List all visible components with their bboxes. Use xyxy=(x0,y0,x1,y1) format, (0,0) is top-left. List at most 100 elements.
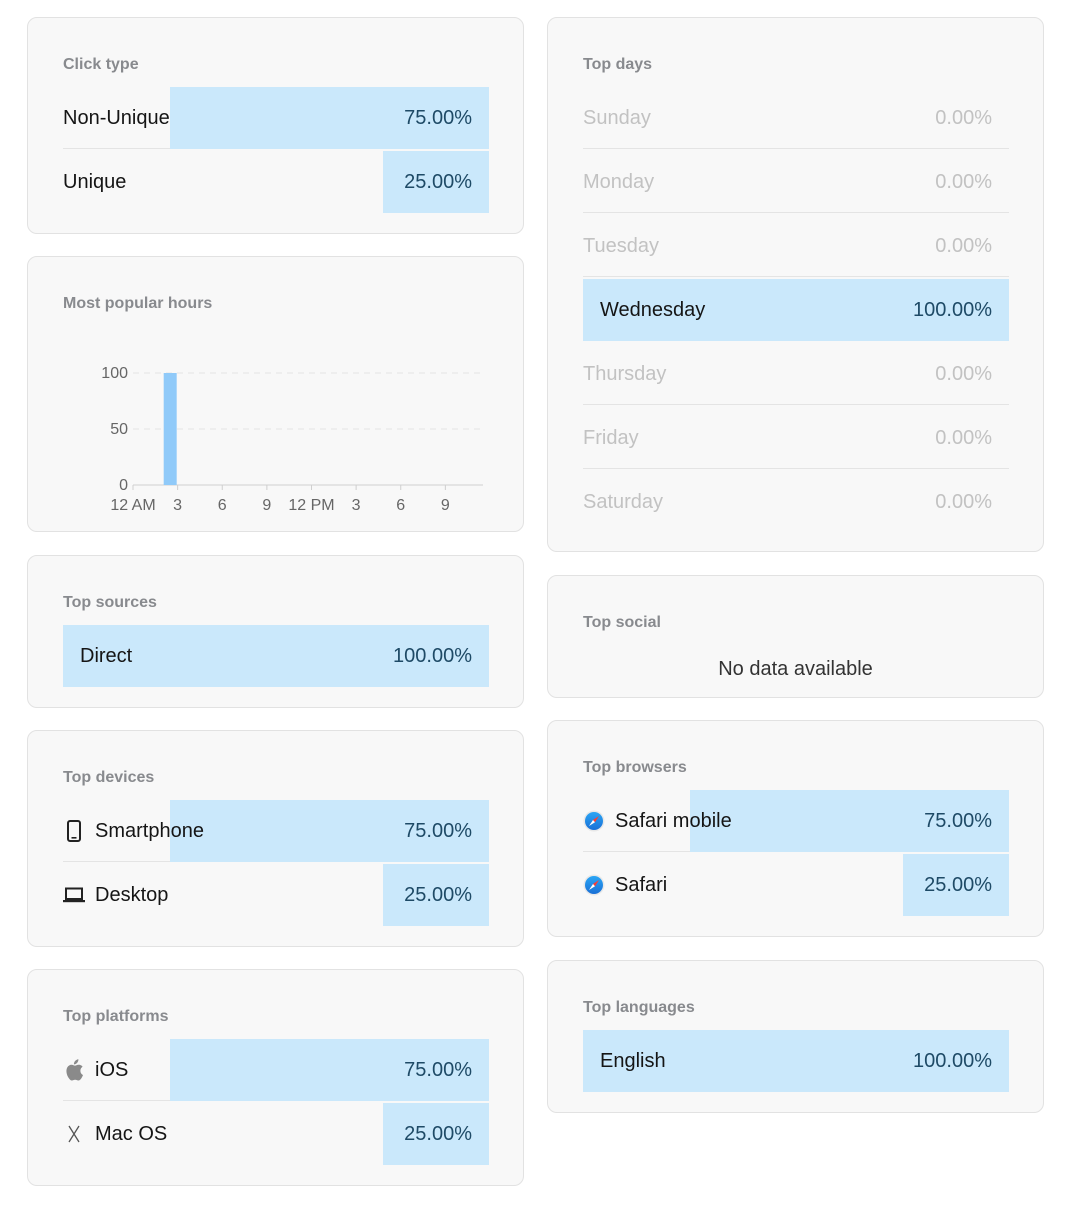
row-label-group: Direct xyxy=(80,625,132,687)
safari-icon xyxy=(583,810,605,832)
row-label: Sunday xyxy=(583,107,651,129)
row-tuesday[interactable]: Tuesday 0.00% xyxy=(583,215,1009,277)
row-label: Monday xyxy=(583,171,655,193)
row-percentage: 0.00% xyxy=(935,107,992,129)
percentage-bar xyxy=(169,87,489,149)
card-title: Most popular hours xyxy=(63,295,213,312)
card-title: Click type xyxy=(63,56,139,73)
card-title: Top social xyxy=(583,614,661,631)
row-percentage: 0.00% xyxy=(935,171,992,193)
card-title: Top devices xyxy=(63,769,155,786)
percentage-bar xyxy=(902,854,1009,916)
row-label-group: Unique xyxy=(63,151,126,213)
row-unique[interactable]: Unique 25.00% xyxy=(63,151,489,213)
x-tick-label: 3 xyxy=(352,497,361,514)
hour-bar xyxy=(163,373,177,485)
row-thursday[interactable]: Thursday 0.00% xyxy=(583,343,1009,405)
popular-hours-chart: 0 50 100 12 AM 3 6 9 12 PM 3 6 9 xyxy=(101,365,483,514)
row-percentage: 25.00% xyxy=(924,874,992,896)
row-label-group: iOS xyxy=(63,1039,128,1101)
row-label-group: Monday xyxy=(583,151,654,213)
row-label-group: Safari xyxy=(583,854,667,916)
row-label: Smartphone xyxy=(95,820,204,842)
top-social-card: Top social No data available xyxy=(547,575,1044,698)
row-percentage: 75.00% xyxy=(924,810,992,832)
row-desktop[interactable]: Desktop 25.00% xyxy=(63,864,489,926)
row-label-group: English xyxy=(600,1030,666,1092)
row-label: Unique xyxy=(63,171,127,193)
row-wednesday[interactable]: Wednesday 100.00% xyxy=(583,279,1009,341)
row-percentage: 0.00% xyxy=(935,427,992,449)
top-sources-list: Direct 100.00% xyxy=(63,625,489,689)
row-percentage: 75.00% xyxy=(404,107,472,129)
row-percentage: 25.00% xyxy=(404,1123,472,1145)
row-label: Safari xyxy=(615,874,668,896)
top-devices-list: Smartphone 75.00% Desktop 25.00% xyxy=(63,800,489,928)
row-label-group: Friday xyxy=(583,407,639,469)
row-label: Wednesday xyxy=(600,299,706,321)
top-devices-card: Top devices Smartphone 75.00% Desktop 25.00… xyxy=(27,730,524,947)
row-english[interactable]: English 100.00% xyxy=(583,1030,1009,1092)
row-label-group: Safari mobile xyxy=(583,790,732,852)
row-safari-mobile[interactable]: Safari mobile 75.00% xyxy=(583,790,1009,852)
click-type-list: Non-Unique 75.00% Unique 25.00% xyxy=(63,87,489,215)
row-direct[interactable]: Direct 100.00% xyxy=(63,625,489,687)
row-percentage: 75.00% xyxy=(404,1059,472,1081)
x-tick-label: 9 xyxy=(441,497,450,514)
percentage-bar xyxy=(382,1103,489,1165)
row-non-unique[interactable]: Non-Unique 75.00% xyxy=(63,87,489,149)
row-friday[interactable]: Friday 0.00% xyxy=(583,407,1009,469)
card-title: Top platforms xyxy=(63,1008,169,1025)
no-data-message: No data available xyxy=(718,658,873,680)
row-percentage: 100.00% xyxy=(913,299,992,321)
apple-icon xyxy=(63,1059,85,1081)
row-smartphone[interactable]: Smartphone 75.00% xyxy=(63,800,489,862)
row-sunday[interactable]: Sunday 0.00% xyxy=(583,87,1009,149)
percentage-bar xyxy=(169,800,489,862)
x-tick-label: 12 AM xyxy=(110,497,155,514)
row-label-group: Wednesday xyxy=(600,279,705,341)
row-label-group: Mac OS xyxy=(63,1103,167,1165)
row-label-group: Saturday xyxy=(583,471,663,533)
laptop-icon xyxy=(63,884,85,906)
row-mac-os[interactable]: Mac OS 25.00% xyxy=(63,1103,489,1165)
percentage-bar xyxy=(382,864,489,926)
row-percentage: 0.00% xyxy=(935,491,992,513)
percentage-bar xyxy=(583,279,1009,341)
popular-hours-card: Most popular hours 0 50 100 12 AM 3 6 9 12 PM 3 6… xyxy=(27,256,524,532)
percentage-bar xyxy=(689,790,1009,852)
row-label: Friday xyxy=(583,427,639,449)
percentage-bar xyxy=(63,625,489,687)
x-tick-label: 6 xyxy=(396,497,405,514)
row-percentage: 100.00% xyxy=(393,645,472,667)
top-platforms-card: Top platforms iOS 75.00% Mac OS 25.00% xyxy=(27,969,524,1186)
click-type-card: Click type Non-Unique 75.00% Unique 25.00% xyxy=(27,17,524,234)
row-label: Non-Unique xyxy=(63,107,170,129)
row-ios[interactable]: iOS 75.00% xyxy=(63,1039,489,1101)
row-saturday[interactable]: Saturday 0.00% xyxy=(583,471,1009,533)
row-label-group: Tuesday xyxy=(583,215,659,277)
row-label: Tuesday xyxy=(583,235,659,257)
percentage-bar xyxy=(382,151,489,213)
top-languages-card: Top languages English 100.00% xyxy=(547,960,1044,1113)
row-label: Safari mobile xyxy=(615,810,732,832)
row-label: Direct xyxy=(80,645,133,667)
y-tick-label: 0 xyxy=(119,477,128,494)
y-tick-label: 50 xyxy=(110,421,128,438)
row-label-group: Smartphone xyxy=(63,800,204,862)
macos-x-icon xyxy=(63,1123,85,1145)
row-percentage: 25.00% xyxy=(404,884,472,906)
row-safari[interactable]: Safari 25.00% xyxy=(583,854,1009,916)
top-platforms-list: iOS 75.00% Mac OS 25.00% xyxy=(63,1039,489,1167)
card-title: Top languages xyxy=(583,999,695,1016)
row-label: iOS xyxy=(95,1059,129,1081)
row-percentage: 0.00% xyxy=(935,235,992,257)
card-title: Top browsers xyxy=(583,759,687,776)
top-days-card: Top days Sunday 0.00% Monday 0.00% Tuesday 0.… xyxy=(547,17,1044,552)
top-sources-card: Top sources Direct 100.00% xyxy=(27,555,524,708)
row-label-group: Desktop xyxy=(63,864,168,926)
row-monday[interactable]: Monday 0.00% xyxy=(583,151,1009,213)
row-label: Desktop xyxy=(95,884,169,906)
row-percentage: 0.00% xyxy=(935,363,992,385)
row-label-group: Thursday xyxy=(583,343,666,405)
